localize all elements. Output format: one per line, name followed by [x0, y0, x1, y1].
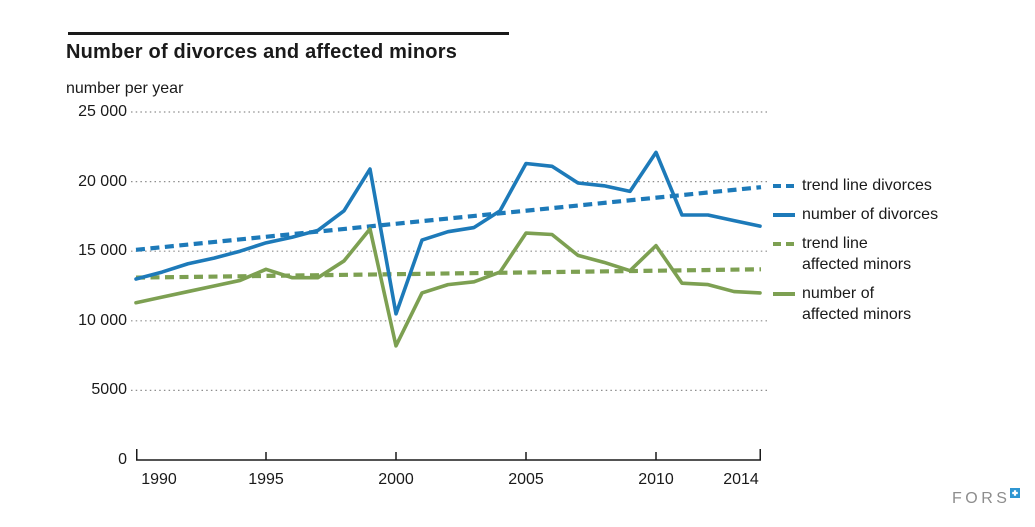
affected-minors-line — [134, 227, 762, 348]
swiss-cross-icon — [1010, 488, 1021, 498]
fors-logo-text: FORS — [952, 490, 1011, 507]
dashed-line-swatch-icon — [773, 242, 795, 246]
x-tick-label: 1995 — [248, 471, 284, 488]
x-tick-label: 1990 — [141, 471, 177, 488]
legend-item: trend line affected minors — [773, 233, 938, 275]
y-tick-label: 10 000 — [78, 311, 127, 329]
dashed-line-swatch-icon — [773, 184, 795, 188]
y-tick-label: 5000 — [91, 381, 127, 399]
y-tick-label: 20 000 — [78, 172, 127, 190]
legend: trend line divorces number of divorces tre… — [773, 175, 938, 333]
minors-trend-line — [135, 267, 762, 280]
legend-item-label: number of affected minors — [802, 285, 912, 323]
x-tick-label: 2000 — [378, 471, 414, 488]
y-tick-label: 0 — [118, 451, 127, 468]
fors-logo: FORS — [952, 488, 1021, 508]
legend-item-label: trend line affected minors — [802, 235, 912, 273]
divorces-trend-line — [135, 185, 762, 252]
chart-title: Number of divorces and affected minors — [66, 41, 458, 63]
legend-item: trend line divorces — [773, 175, 938, 196]
solid-line-swatch-icon — [773, 213, 795, 217]
x-tick-label: 2005 — [508, 471, 544, 488]
legend-item-label: number of divorces — [802, 206, 939, 223]
title-rule — [68, 32, 509, 35]
x-tick-label: 2010 — [638, 471, 674, 488]
legend-item: number of affected minors — [773, 283, 938, 325]
y-tick-label: 15 000 — [78, 242, 127, 260]
legend-item-label: trend line divorces — [802, 177, 932, 194]
divorces-line — [134, 150, 762, 316]
y-tick-label: 25 000 — [78, 103, 127, 120]
x-tick-label: 2014 — [723, 471, 759, 488]
solid-line-swatch-icon — [773, 292, 795, 296]
axis-unit-label: number per year — [66, 80, 184, 97]
legend-item: number of divorces — [773, 204, 938, 225]
